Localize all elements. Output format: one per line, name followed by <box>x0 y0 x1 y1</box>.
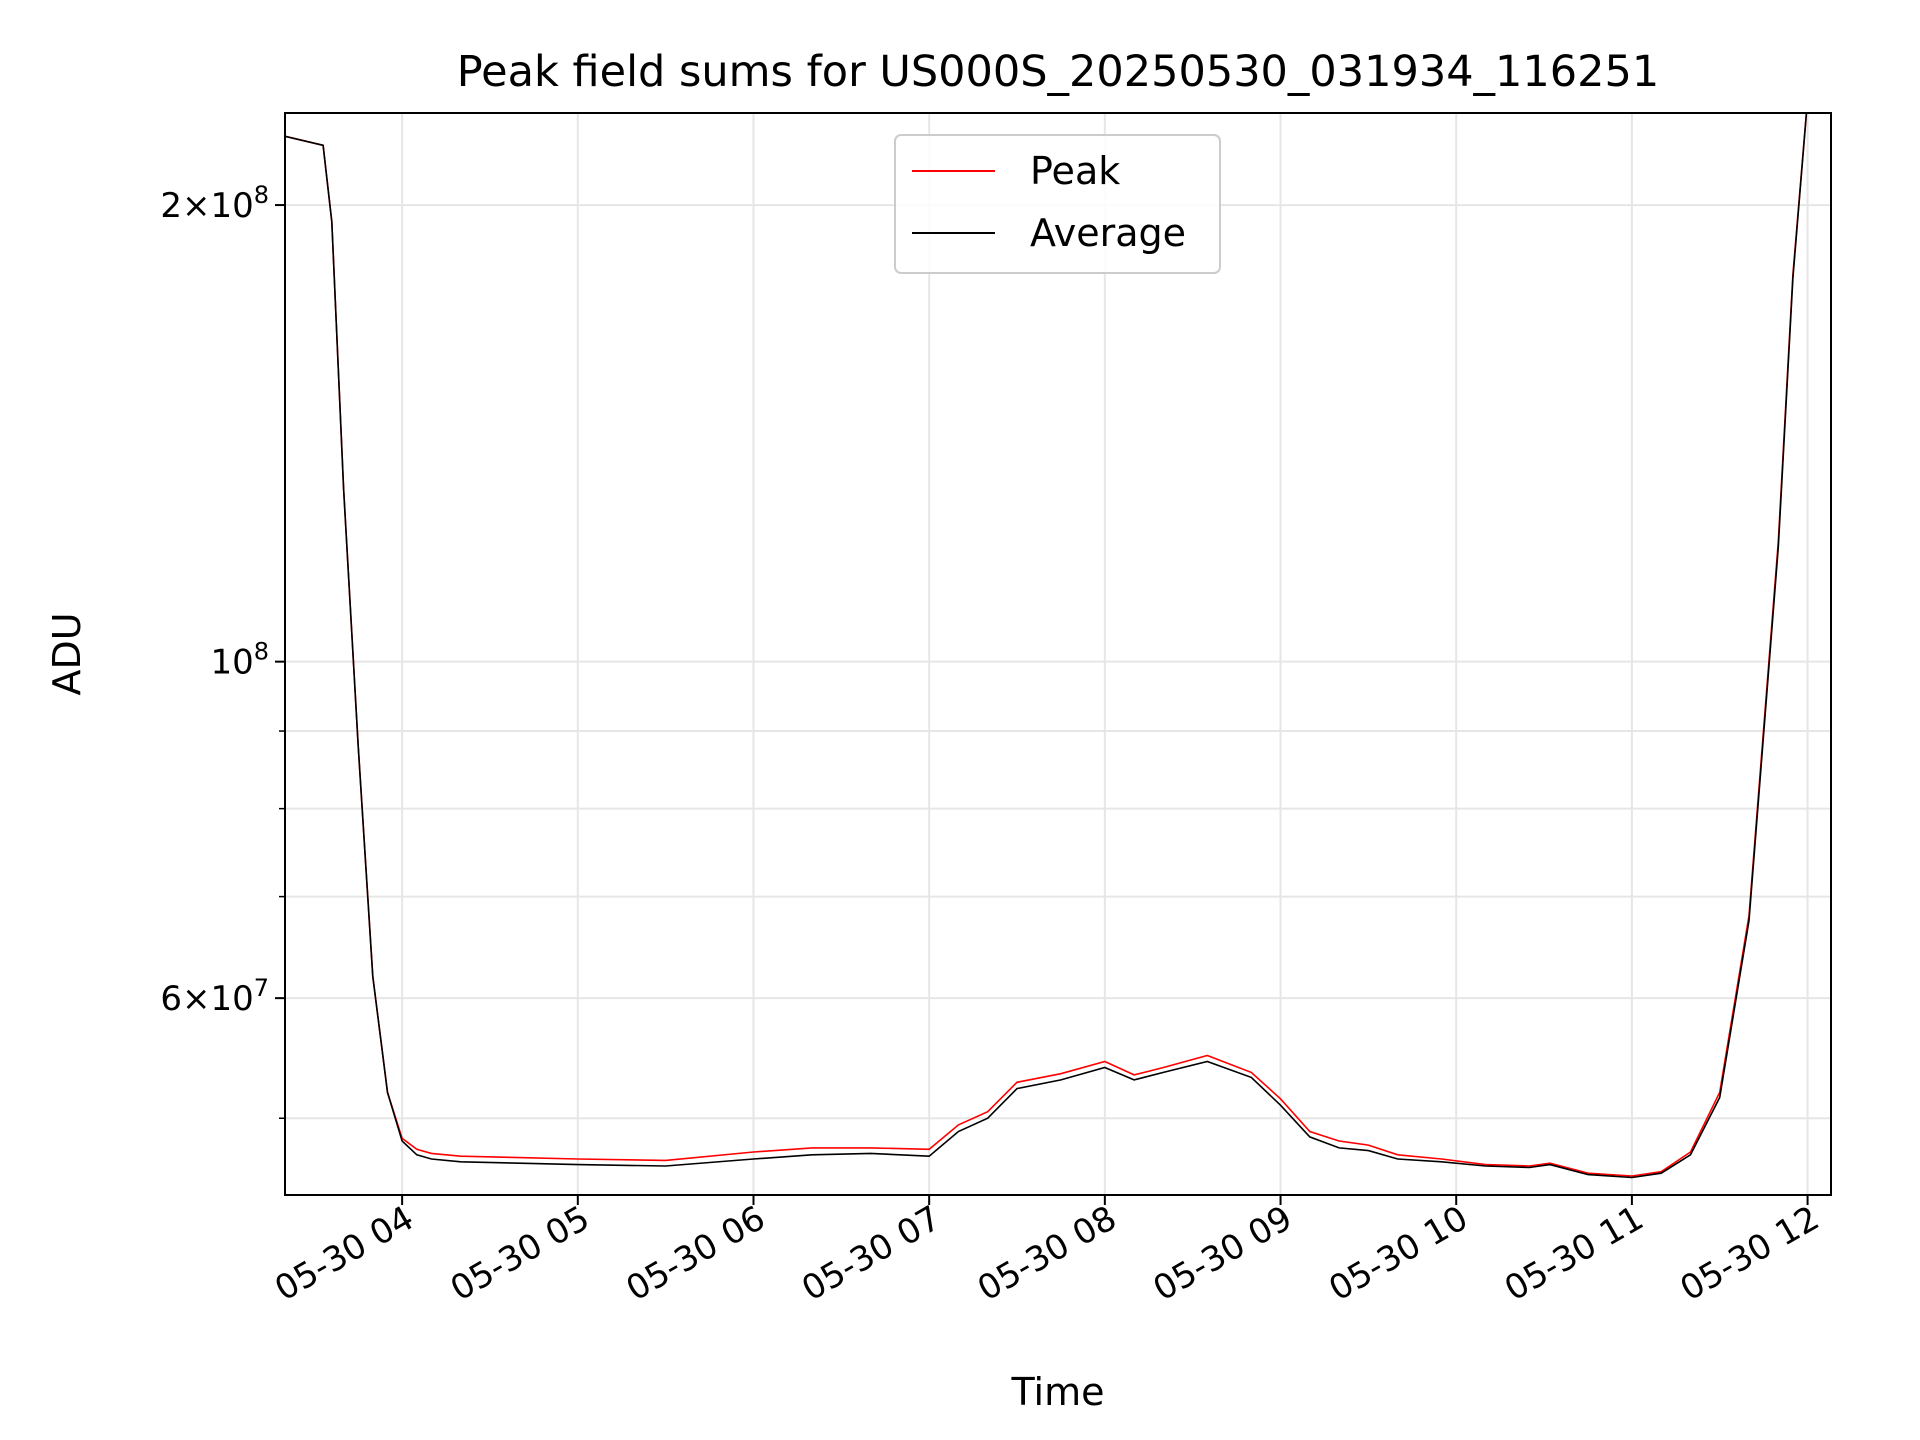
series-line-peak <box>285 113 1808 1177</box>
legend: Peak Average <box>894 134 1221 274</box>
y-tick-label: 2×108 <box>160 181 269 226</box>
legend-box <box>894 134 1221 274</box>
y-axis-ticks: 2×108 108 6×107 <box>160 181 285 1119</box>
chart-title: Peak field sums for US000S_20250530_0319… <box>457 47 1659 97</box>
y-tick-label: 108 <box>210 638 269 683</box>
grid <box>285 113 1831 1195</box>
series-line-average <box>285 113 1808 1179</box>
y-tick-label: 6×107 <box>160 974 269 1019</box>
plot-frame <box>284 112 1832 1196</box>
series-layer <box>285 113 1808 1179</box>
legend-label-average: Average <box>1030 211 1186 255</box>
y-axis-label: ADU <box>45 612 89 695</box>
legend-label-peak: Peak <box>1030 149 1120 193</box>
x-axis-label: Time <box>1011 1370 1105 1414</box>
